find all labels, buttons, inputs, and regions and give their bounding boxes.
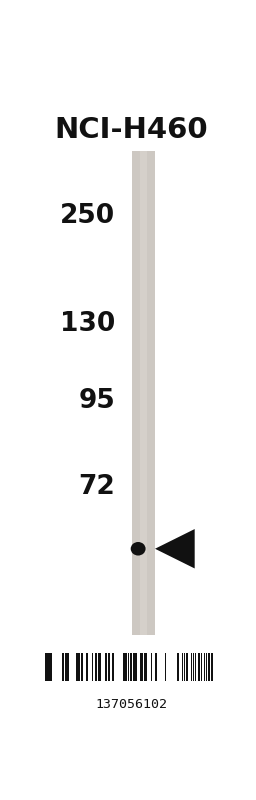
Bar (112, 654, 114, 681)
Bar (204, 654, 205, 681)
Bar (92, 654, 93, 681)
Bar (195, 654, 196, 681)
Bar (208, 654, 210, 681)
Polygon shape (155, 529, 195, 569)
Bar (77, 654, 78, 681)
Bar (108, 654, 110, 681)
Text: 130: 130 (60, 311, 115, 337)
Bar (151, 654, 152, 681)
Bar (198, 654, 200, 681)
Bar (45, 654, 47, 681)
Bar (184, 654, 185, 681)
Bar (132, 151, 155, 635)
Bar (81, 654, 83, 681)
Text: 250: 250 (60, 203, 115, 229)
Bar (140, 151, 146, 635)
Bar (201, 654, 202, 681)
Bar (133, 654, 137, 681)
Text: 137056102: 137056102 (95, 698, 167, 711)
Bar (177, 654, 179, 681)
Bar (62, 654, 64, 681)
Bar (144, 654, 147, 681)
Bar (155, 654, 157, 681)
Bar (190, 654, 192, 681)
Bar (123, 654, 125, 681)
Text: 72: 72 (79, 474, 115, 500)
Text: NCI-H460: NCI-H460 (54, 116, 208, 144)
Bar (140, 654, 143, 681)
Bar (95, 654, 98, 681)
Bar (182, 654, 183, 681)
Ellipse shape (131, 542, 146, 555)
Bar (65, 654, 69, 681)
Bar (193, 654, 195, 681)
Bar (78, 654, 80, 681)
Bar (130, 654, 132, 681)
Bar (98, 654, 101, 681)
Bar (165, 654, 166, 681)
Bar (186, 654, 188, 681)
Bar (128, 654, 130, 681)
Bar (105, 654, 107, 681)
Bar (125, 654, 127, 681)
Text: 95: 95 (79, 388, 115, 414)
Bar (86, 654, 88, 681)
Bar (211, 654, 213, 681)
Bar (47, 654, 52, 681)
Bar (206, 654, 207, 681)
